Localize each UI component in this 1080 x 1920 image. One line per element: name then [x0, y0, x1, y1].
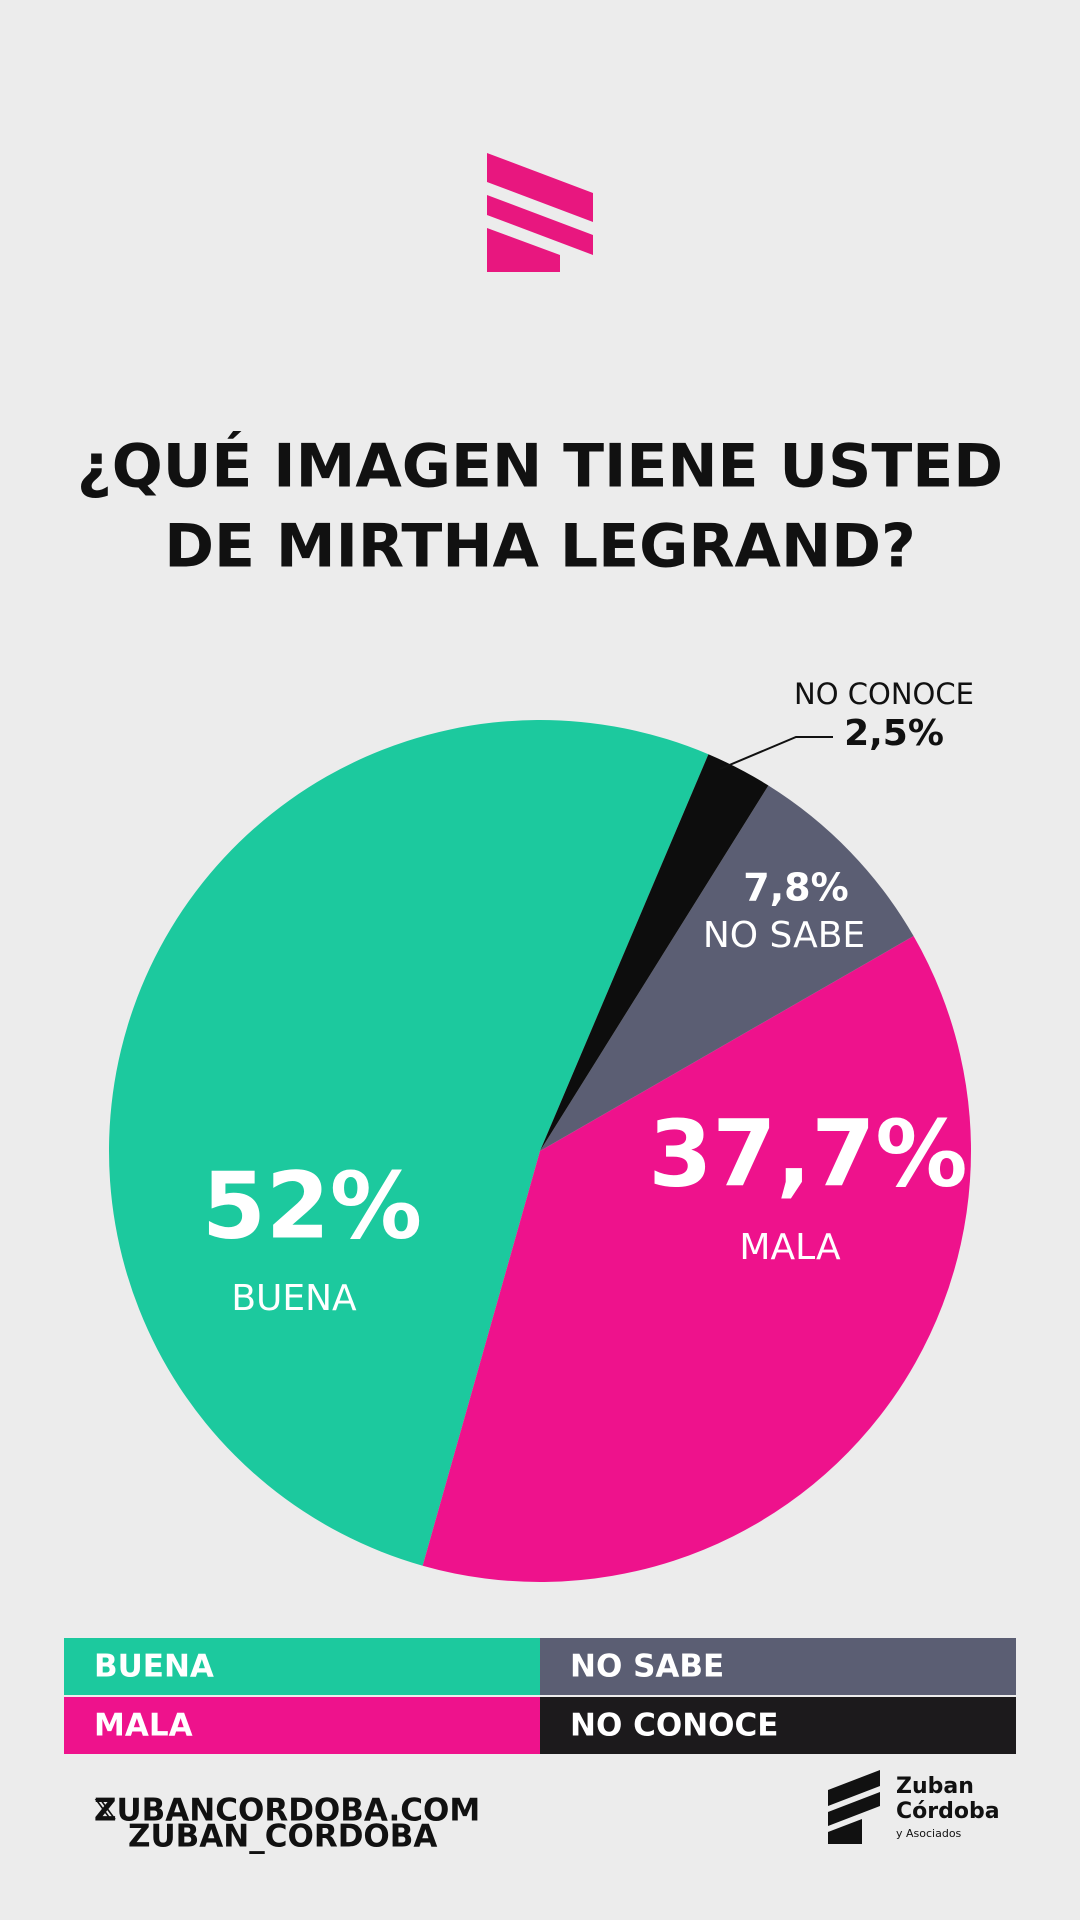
legend-label: BUENA	[94, 1649, 214, 1685]
logo	[487, 153, 593, 272]
value-label: 2,5%	[844, 713, 944, 754]
slice-label: NO SABE	[703, 915, 865, 956]
website: ZUBANCORDOBA.COM	[94, 1793, 480, 1829]
value-label: 37,7%	[648, 1100, 967, 1207]
pie-slice	[540, 785, 914, 1151]
legend-swatch	[540, 1697, 1016, 1754]
legend-swatch	[64, 1638, 540, 1695]
leader-line	[719, 736, 833, 770]
legend-label: NO CONOCE	[570, 1708, 778, 1744]
chart-title: ¿QUÉ IMAGEN TIENE USTED	[77, 430, 1003, 502]
legend-label: MALA	[94, 1708, 193, 1744]
slice-label: BUENA	[231, 1278, 357, 1319]
value-label: 7,8%	[743, 866, 848, 910]
slice-label: NO CONOCE	[794, 677, 974, 711]
pie-slice	[108, 719, 709, 1566]
slice-label: MALA	[739, 1227, 841, 1268]
legend-label: NO SABE	[570, 1649, 724, 1685]
brand-logo	[828, 1770, 880, 1844]
legend-swatch	[540, 1638, 1016, 1695]
handle: ZUBAN_CORDOBA	[128, 1819, 437, 1855]
value-label: 52%	[202, 1152, 422, 1259]
brand: Zuban	[896, 1774, 974, 1799]
x-icon: 𝕏	[94, 1793, 117, 1826]
brand: Córdoba	[896, 1799, 1000, 1824]
chart-title: DE MIRTHA LEGRAND?	[164, 512, 916, 582]
legend-swatch	[64, 1697, 540, 1754]
brand: y Asociados	[896, 1827, 962, 1840]
pie-slice	[540, 754, 769, 1151]
pie-slice	[422, 936, 971, 1582]
